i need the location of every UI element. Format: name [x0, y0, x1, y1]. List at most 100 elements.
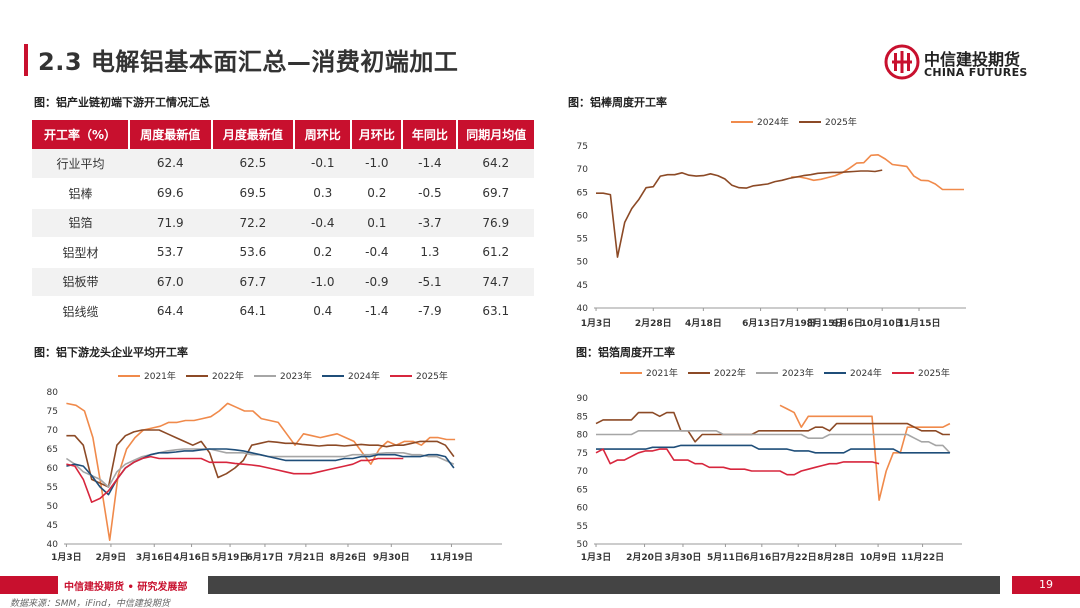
x-tick-label: 8月28日 — [817, 552, 854, 563]
legend-item: 2025年 — [390, 370, 448, 382]
series-line — [66, 402, 456, 541]
x-tick-label: 8月15日 — [807, 318, 844, 329]
y-tick-label: 75 — [577, 142, 588, 152]
footer-org-name: 中信建投期货 • 研究发展部 — [64, 582, 188, 593]
series-line — [779, 404, 951, 501]
legend-label: 2021年 — [646, 367, 678, 379]
table-cell: 铝线缆 — [32, 296, 129, 327]
series-line — [596, 444, 950, 454]
table-cell: 0.2 — [351, 178, 403, 209]
x-tick-label: 7月22日 — [780, 552, 817, 563]
legend-label: 2022年 — [714, 367, 746, 379]
x-tick-label: 11月19日 — [430, 552, 473, 563]
table-cell: 铝板带 — [32, 267, 129, 298]
x-tick-label: 10月10日 — [861, 318, 904, 329]
table-header: 月环比 — [351, 120, 404, 149]
x-tick-label: 1月3日 — [51, 552, 82, 563]
series-line — [596, 169, 883, 258]
table-cell: 72.2 — [211, 208, 295, 239]
series-line — [66, 455, 404, 503]
utilization-summary-table: 开工率（%） 周度最新值 月度最新值 周环比 月环比 年同比 同期月均值 行业平… — [32, 120, 534, 327]
y-tick-label: 80 — [47, 388, 59, 398]
series-line — [791, 154, 964, 191]
table-cell: 76.9 — [457, 208, 534, 239]
logo-english-name: CHINA FUTURES — [924, 66, 1028, 79]
x-tick-label: 1月3日 — [581, 552, 612, 563]
table-cell: 64.1 — [211, 296, 295, 327]
table-cell: 0.4 — [294, 296, 352, 327]
footer-accent — [0, 576, 58, 594]
table-cell: 69.5 — [211, 178, 295, 209]
table-header-row: 开工率（%） 周度最新值 月度最新值 周环比 月环比 年同比 同期月均值 — [32, 120, 534, 149]
x-tick-label: 2月20日 — [626, 552, 663, 563]
table-cell: 64.2 — [457, 149, 534, 180]
page-number: 19 — [1039, 578, 1053, 591]
y-tick-label: 50 — [577, 258, 589, 268]
y-tick-label: 70 — [577, 467, 589, 477]
footer-bar — [0, 576, 1080, 594]
table-cell: -0.5 — [402, 178, 458, 209]
y-tick-label: 45 — [47, 521, 58, 531]
y-tick-label: 55 — [47, 483, 58, 493]
table-cell: -1.4 — [402, 149, 458, 180]
table-cell: -0.1 — [294, 149, 352, 180]
series-line — [595, 411, 950, 443]
y-tick-label: 60 — [47, 464, 59, 474]
data-source-note: 数据来源：SMM，iFind，中信建投期货 — [10, 599, 170, 608]
x-tick-label: 11月22日 — [901, 552, 944, 563]
foil-utilization-chart: 50 55 60 65 70 75 80 85 90 1月3日 2月20日 3月30日 5月11日 6月1… — [577, 367, 962, 563]
x-tick-label: 4月16日 — [173, 552, 210, 563]
table-cell: 69.7 — [457, 178, 534, 209]
table-header: 周度最新值 — [128, 120, 213, 149]
table-header: 同期月均值 — [457, 120, 534, 149]
table-cell: -0.4 — [294, 208, 352, 239]
x-tick-label: 7月21日 — [287, 552, 324, 563]
y-tick-label: 70 — [577, 165, 589, 175]
y-tick-label: 65 — [577, 188, 588, 198]
table-header: 月度最新值 — [211, 120, 296, 149]
company-logo: 中信建投期货 CHINA FUTURES — [884, 44, 1044, 84]
y-tick-label: 55 — [577, 235, 588, 245]
table-cell: 63.1 — [457, 296, 534, 327]
legend-label: 2023年 — [782, 367, 814, 379]
page-title: 2.3 电解铝基本面汇总—消费初端加工 — [38, 48, 459, 76]
leader-chart-caption: 图：铝下游龙头企业平均开工率 — [34, 346, 188, 359]
rod-chart-caption: 图：铝棒周度开工率 — [568, 96, 667, 109]
legend-item: 2024年 — [731, 116, 789, 128]
table-cell: 67.7 — [211, 267, 295, 298]
y-tick-label: 60 — [577, 504, 589, 514]
x-tick-label: 8月26日 — [330, 552, 367, 563]
series-line — [596, 430, 951, 454]
logo-mark-icon — [884, 44, 920, 80]
footer-gap — [1000, 576, 1012, 594]
table-cell: 62.5 — [211, 149, 295, 180]
legend-label: 2023年 — [280, 370, 312, 382]
rod-utilization-chart: 40 45 50 55 60 65 70 75 1月3日 2月28日 4月18日 6月13日 7月19日… — [577, 116, 966, 329]
x-tick-label: 6月17日 — [247, 552, 284, 563]
legend-label: 2025年 — [825, 116, 857, 128]
table-cell: 53.6 — [211, 237, 295, 268]
x-tick-label: 2月28日 — [635, 318, 672, 329]
table-cell: 61.2 — [457, 237, 534, 268]
x-tick-label: 5月11日 — [707, 552, 744, 563]
table-row: 行业平均 62.4 62.5 -0.1 -1.0 -1.4 64.2 — [32, 149, 534, 180]
table-cell: -5.1 — [402, 267, 458, 298]
table-cell: -1.4 — [351, 296, 403, 327]
legend-label: 2021年 — [144, 370, 176, 382]
legend-label: 2022年 — [212, 370, 244, 382]
table-cell: 1.3 — [402, 237, 458, 268]
table-cell: -3.7 — [402, 208, 458, 239]
x-tick-label: 1月3日 — [581, 318, 612, 329]
legend-item: 2022年 — [186, 370, 244, 382]
table-cell: 行业平均 — [32, 149, 129, 180]
leader-utilization-chart: 40 45 50 55 60 65 70 75 80 1月3日 2月9日 3月16日 4月16日 5月19… — [47, 370, 502, 563]
legend-item: 2025年 — [892, 367, 950, 379]
legend-label: 2024年 — [348, 370, 380, 382]
table-cell: 71.9 — [128, 208, 212, 239]
y-tick-label: 80 — [577, 431, 589, 441]
x-tick-label: 2月9日 — [96, 552, 127, 563]
table-caption: 图：铝产业链初端下游开工情况汇总 — [34, 96, 210, 109]
y-tick-label: 40 — [47, 540, 59, 550]
table-cell: -0.9 — [351, 267, 403, 298]
table-cell: 铝型材 — [32, 237, 129, 268]
